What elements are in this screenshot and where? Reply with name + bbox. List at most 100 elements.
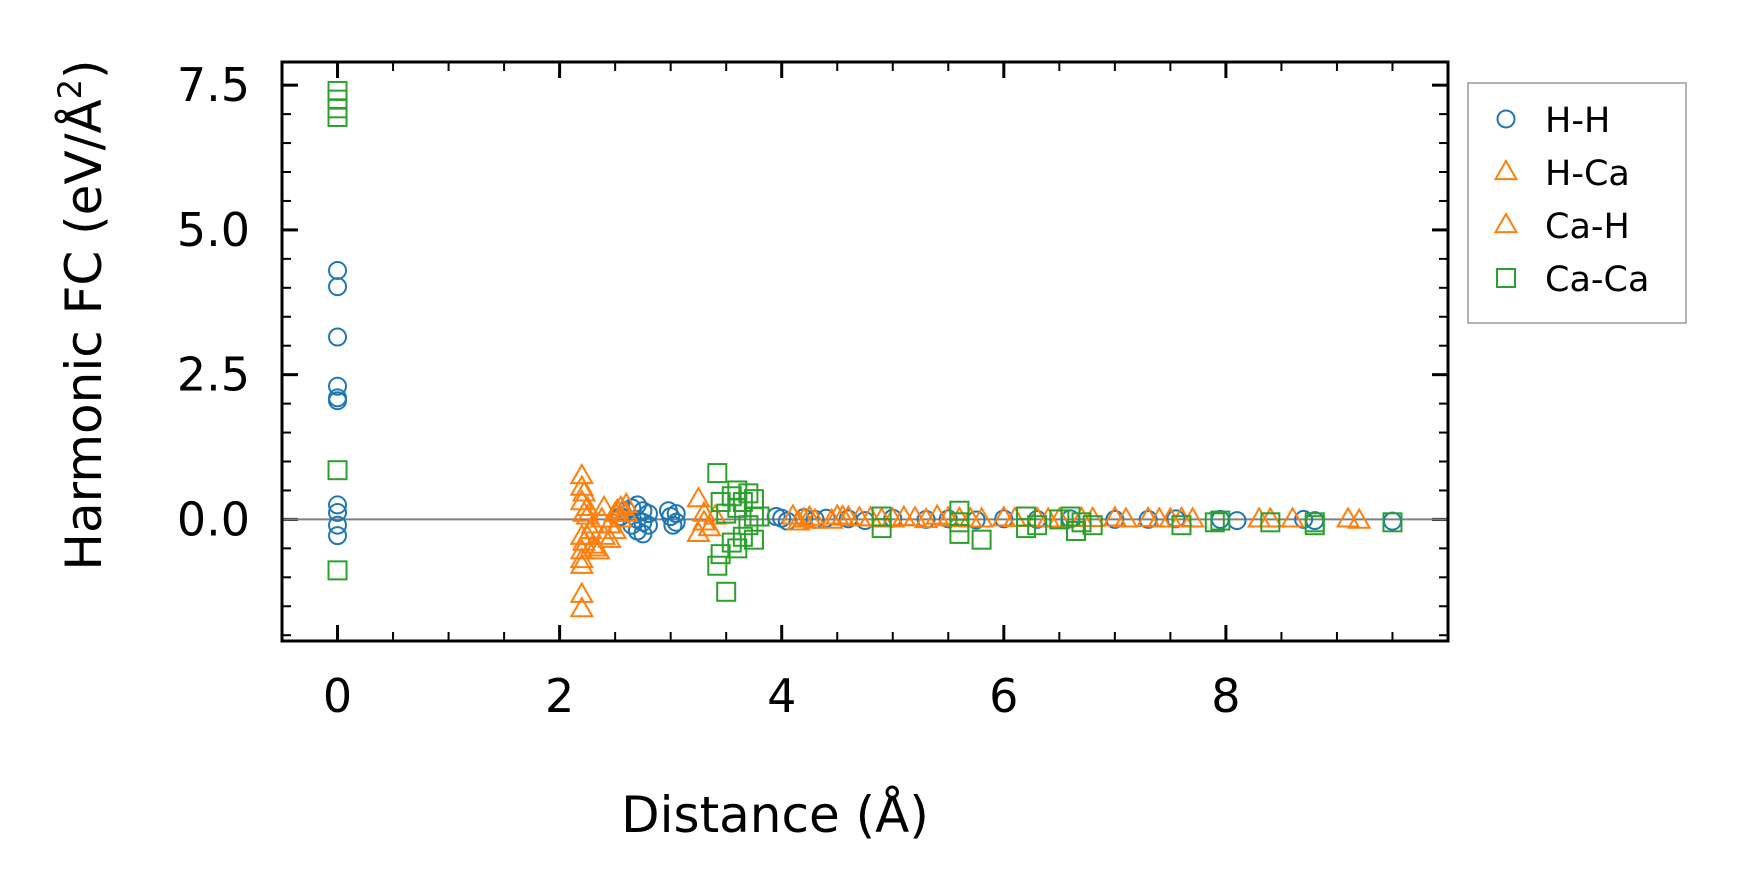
point-ca-ca — [871, 518, 892, 539]
point-h-h — [638, 504, 658, 524]
point-h-ca — [1280, 506, 1305, 528]
point-h-h — [638, 515, 658, 535]
point-h-ca — [597, 512, 622, 534]
point-ca-h — [597, 526, 622, 548]
point-h-h — [994, 509, 1014, 529]
series-ca-h — [569, 480, 1283, 618]
point-h-h — [1294, 509, 1314, 529]
point-ca-h — [1258, 506, 1283, 528]
point-ca-h — [797, 504, 822, 526]
point-h-h — [328, 376, 348, 396]
point-h-h — [328, 495, 348, 515]
x-tick-label: 8 — [1211, 669, 1240, 723]
legend: H-H H-Ca Ca-H Ca-Ca — [1467, 82, 1687, 324]
point-ca-h — [571, 480, 597, 502]
legend-label-ca-h: Ca-H — [1545, 207, 1630, 247]
point-ca-h — [958, 506, 983, 528]
legend-label-h-h: H-H — [1545, 101, 1610, 141]
point-ca-ca — [707, 555, 728, 576]
point-ca-ca — [1049, 509, 1070, 530]
point-ca-ca — [721, 486, 742, 507]
point-ca-ca — [1304, 515, 1325, 536]
y-axis-label-close: ) — [55, 59, 113, 79]
point-ca-ca — [721, 532, 742, 553]
x-tick-label: 6 — [989, 669, 1018, 723]
legend-label-h-ca: H-Ca — [1545, 154, 1630, 194]
point-ca-ca — [710, 544, 731, 565]
point-ca-ca — [1060, 506, 1081, 527]
point-ca-ca — [949, 512, 970, 533]
point-ca-h — [1036, 506, 1061, 528]
point-ca-ca — [710, 492, 731, 513]
point-ca-ca — [707, 463, 728, 484]
point-ca-h — [614, 491, 639, 514]
point-ca-h — [891, 504, 917, 526]
point-h-ca — [1346, 507, 1372, 529]
point-ca-ca — [716, 581, 737, 602]
point-h-ca — [1102, 505, 1128, 527]
point-ca-ca — [327, 460, 348, 481]
legend-marker-ca-h — [1493, 211, 1519, 234]
point-ca-h — [847, 505, 872, 527]
point-h-ca — [686, 486, 711, 508]
point-ca-h — [569, 546, 595, 569]
point-h-h — [1138, 509, 1158, 529]
point-h-h — [328, 526, 348, 546]
point-ca-ca — [1016, 518, 1037, 539]
tick-labels: 0 2 4 6 8 0.0 2.5 5.0 7.5 — [177, 58, 1241, 723]
point-ca-ca — [1071, 512, 1092, 533]
point-ca-h — [697, 515, 722, 537]
x-tick-label: 4 — [767, 669, 796, 723]
point-ca-ca — [949, 500, 970, 521]
point-h-ca — [591, 494, 617, 516]
point-h-ca — [791, 506, 817, 528]
point-h-ca — [575, 494, 600, 516]
y-tick-label: 0.0 — [177, 492, 250, 546]
point-h-h — [663, 515, 683, 535]
point-h-h — [666, 504, 686, 524]
point-ca-ca — [1210, 510, 1231, 531]
point-ca-h — [819, 507, 844, 529]
point-h-h — [1105, 509, 1125, 529]
point-ca-h — [575, 503, 600, 525]
point-h-h — [666, 512, 686, 532]
point-h-ca — [569, 462, 595, 485]
point-ca-ca — [1027, 515, 1048, 536]
legend-marker-h-ca — [1493, 158, 1519, 181]
y-axis-label: Harmonic FC (eV/Å2) — [51, 59, 113, 570]
point-ca-h — [786, 509, 811, 531]
y-tick-label: 5.0 — [177, 203, 250, 257]
point-ca-ca — [738, 483, 759, 504]
y-tick-label: 2.5 — [177, 348, 250, 402]
point-h-h — [328, 277, 348, 297]
point-ca-ca — [749, 506, 770, 527]
point-h-ca — [586, 538, 611, 560]
x-axis-label: Distance (Å) — [621, 786, 929, 844]
point-h-ca — [802, 507, 828, 529]
point-ca-ca — [1260, 512, 1281, 533]
point-h-h — [328, 502, 348, 522]
legend-label-ca-ca: Ca-Ca — [1545, 260, 1649, 300]
x-tick-label: 0 — [323, 669, 352, 723]
point-ca-ca — [1204, 512, 1225, 533]
point-ca-ca — [1082, 515, 1103, 536]
point-ca-h — [578, 517, 603, 540]
point-ca-h — [1147, 506, 1172, 528]
point-ca-ca — [949, 523, 970, 544]
point-h-ca — [569, 552, 595, 574]
legend-marker-ca-ca — [1496, 268, 1516, 288]
plot-frame — [280, 60, 1450, 643]
point-h-h — [328, 327, 348, 347]
series-ca-ca — [327, 80, 1403, 602]
point-ca-h — [830, 504, 855, 526]
point-ca-ca — [971, 529, 992, 550]
point-h-h — [328, 391, 348, 411]
point-h-ca — [925, 503, 950, 525]
point-ca-h — [1113, 506, 1139, 528]
point-ca-h — [913, 506, 939, 529]
point-h-ca — [686, 520, 711, 543]
point-ca-h — [569, 596, 595, 618]
y-axis-label-main: Harmonic FC (eV/Å — [55, 99, 113, 570]
